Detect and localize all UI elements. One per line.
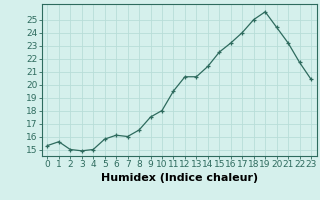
X-axis label: Humidex (Indice chaleur): Humidex (Indice chaleur)	[100, 173, 258, 183]
